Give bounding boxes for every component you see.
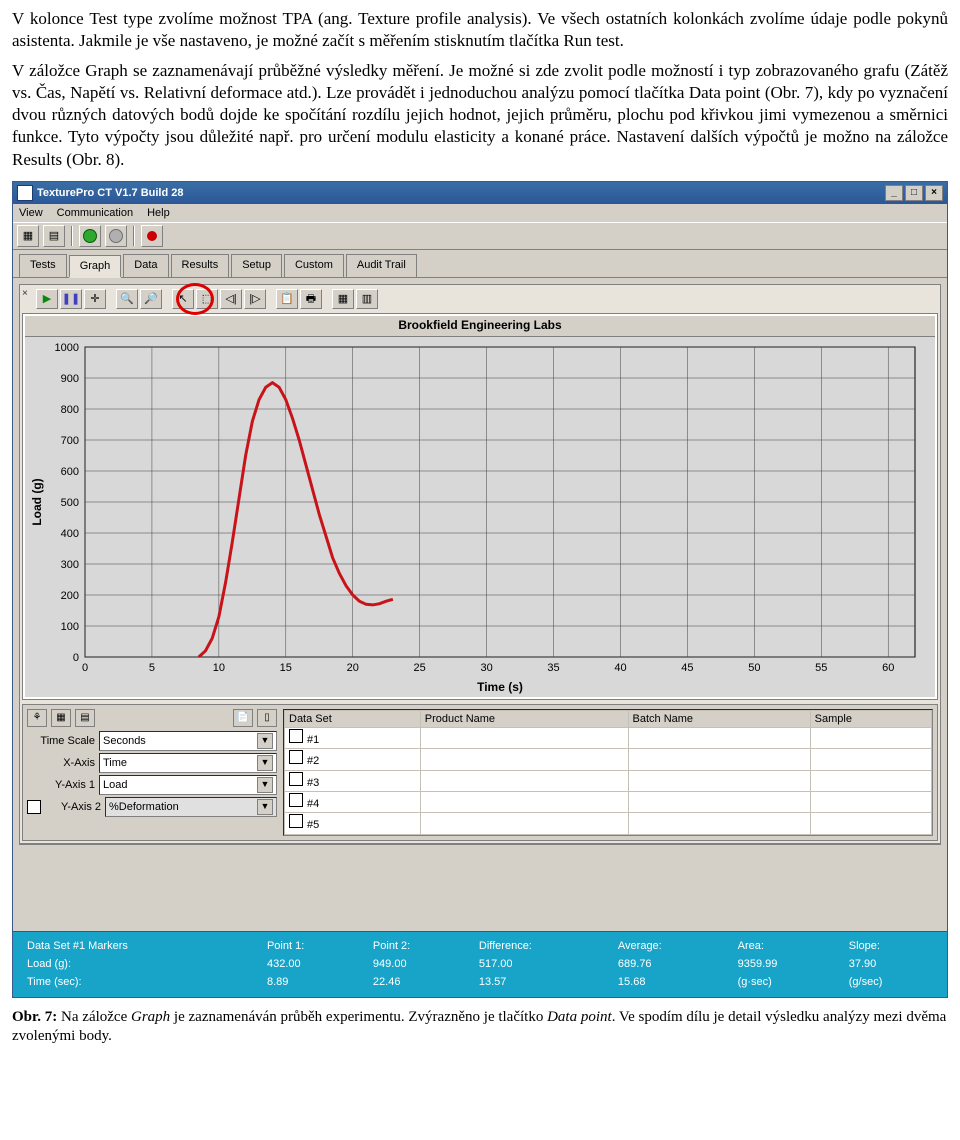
axis-controls: ⚘ ▦ ▤ 📄 ▯ Time Scale Seconds▼ X-Axis Tim… (27, 709, 277, 836)
tab-tests[interactable]: Tests (19, 254, 67, 277)
svg-text:25: 25 (414, 662, 426, 674)
zoom-out-button[interactable]: 🔎 (140, 289, 162, 309)
graph-toolbar: ▶ ❚❚ ✛ 🔍 🔎 ↖ ⬚ ◁| |▷ 📋 🖶 ▦ ▥ (22, 287, 938, 313)
y-axis-1-dropdown[interactable]: Load▼ (99, 775, 277, 795)
svg-text:60: 60 (882, 662, 894, 674)
svg-text:1000: 1000 (55, 342, 79, 354)
window-title: TexturePro CT V1.7 Build 28 (37, 186, 885, 200)
maximize-button[interactable]: □ (905, 185, 923, 201)
svg-text:10: 10 (213, 662, 225, 674)
y-axis-1-label: Y-Axis 1 (27, 778, 95, 792)
toolbar-icon-1[interactable]: ▦ (17, 225, 39, 247)
time-scale-label: Time Scale (27, 734, 95, 748)
pause-button[interactable]: ❚❚ (60, 289, 82, 309)
x-axis-label: X-Axis (27, 756, 95, 770)
tab-data[interactable]: Data (123, 254, 168, 277)
svg-text:100: 100 (61, 621, 79, 633)
svg-text:40: 40 (614, 662, 626, 674)
mini-btn-1[interactable]: ⚘ (27, 709, 47, 727)
menu-view[interactable]: View (19, 206, 43, 220)
crosshair-button[interactable]: ✛ (84, 289, 106, 309)
tab-graph[interactable]: Graph (69, 255, 122, 278)
step-fwd-button[interactable]: |▷ (244, 289, 266, 309)
x-axis-dropdown[interactable]: Time▼ (99, 753, 277, 773)
svg-text:300: 300 (61, 559, 79, 571)
data-point-button[interactable]: ↖ (172, 289, 194, 309)
zoom-in-button[interactable]: 🔍 (116, 289, 138, 309)
svg-text:35: 35 (547, 662, 559, 674)
toolbar-icon-2[interactable]: ▤ (43, 225, 65, 247)
figure-caption: Obr. 7: Obr. 7: Na záložce Graph je zazn… (12, 1008, 948, 1047)
dataset-table: Data SetProduct NameBatch NameSample #1#… (283, 709, 933, 836)
step-back-button[interactable]: ◁| (220, 289, 242, 309)
svg-text:500: 500 (61, 497, 79, 509)
tab-results[interactable]: Results (171, 254, 230, 277)
svg-text:600: 600 (61, 466, 79, 478)
lower-controls: ⚘ ▦ ▤ 📄 ▯ Time Scale Seconds▼ X-Axis Tim… (22, 704, 938, 841)
svg-text:0: 0 (82, 662, 88, 674)
select-tool-button[interactable]: ⬚ (196, 289, 218, 309)
svg-text:15: 15 (280, 662, 292, 674)
minimize-button[interactable]: _ (885, 185, 903, 201)
time-scale-dropdown[interactable]: Seconds▼ (99, 731, 277, 751)
svg-text:30: 30 (480, 662, 492, 674)
tab-custom[interactable]: Custom (284, 254, 344, 277)
paragraph-2: V záložce Graph se zaznamenávají průběžn… (12, 60, 948, 170)
mini-btn-2[interactable]: ▦ (51, 709, 71, 727)
chart-title: Brookfield Engineering Labs (25, 316, 935, 337)
svg-text:400: 400 (61, 528, 79, 540)
svg-text:Time (s): Time (s) (477, 680, 523, 694)
stats-bar: Data Set #1 MarkersPoint 1:Point 2:Diffe… (13, 931, 947, 997)
svg-text:Load (g): Load (g) (30, 478, 44, 525)
main-toolbar: ▦ ▤ (13, 222, 947, 250)
close-button[interactable]: × (925, 185, 943, 201)
svg-text:800: 800 (61, 404, 79, 416)
y-axis-2-label: Y-Axis 2 (45, 800, 101, 814)
config-button-2[interactable]: ▥ (356, 289, 378, 309)
menu-help[interactable]: Help (147, 206, 170, 220)
chart-svg: 0510152025303540455055600100200300400500… (25, 337, 925, 697)
tab-setup[interactable]: Setup (231, 254, 282, 277)
print-button[interactable]: 🖶 (300, 289, 322, 309)
chart-container: Brookfield Engineering Labs 0 5 10 15 20 25 30… (22, 313, 938, 700)
status-gray-icon (105, 225, 127, 247)
status-green-icon (79, 225, 101, 247)
svg-text:50: 50 (748, 662, 760, 674)
play-button[interactable]: ▶ (36, 289, 58, 309)
svg-text:5: 5 (149, 662, 155, 674)
menubar: View Communication Help (13, 204, 947, 222)
titlebar: TexturePro CT V1.7 Build 28 _ □ × (13, 182, 947, 204)
svg-text:45: 45 (681, 662, 693, 674)
svg-text:20: 20 (347, 662, 359, 674)
graph-panel: × ▶ ❚❚ ✛ 🔍 🔎 ↖ ⬚ ◁| |▷ 📋 🖶 ▦ ▥ (19, 284, 941, 843)
app-icon (17, 185, 33, 201)
copy-button[interactable]: 📋 (276, 289, 298, 309)
y-axis-2-checkbox[interactable] (27, 800, 41, 814)
svg-text:700: 700 (61, 435, 79, 447)
svg-text:900: 900 (61, 373, 79, 385)
mini-btn-3[interactable]: ▤ (75, 709, 95, 727)
tab-bar: Tests Graph Data Results Setup Custom Au… (13, 250, 947, 278)
svg-text:200: 200 (61, 590, 79, 602)
mini-btn-4[interactable]: 📄 (233, 709, 253, 727)
menu-communication[interactable]: Communication (57, 206, 133, 220)
blank-area (19, 844, 941, 925)
config-button-1[interactable]: ▦ (332, 289, 354, 309)
y-axis-2-dropdown[interactable]: %Deformation▼ (105, 797, 277, 817)
paragraph-1: V kolonce Test type zvolíme možnost TPA … (12, 8, 948, 52)
app-window: TexturePro CT V1.7 Build 28 _ □ × View C… (12, 181, 948, 998)
record-icon[interactable] (141, 225, 163, 247)
svg-text:55: 55 (815, 662, 827, 674)
svg-text:0: 0 (73, 652, 79, 664)
tab-audit-trail[interactable]: Audit Trail (346, 254, 417, 277)
mini-btn-5[interactable]: ▯ (257, 709, 277, 727)
